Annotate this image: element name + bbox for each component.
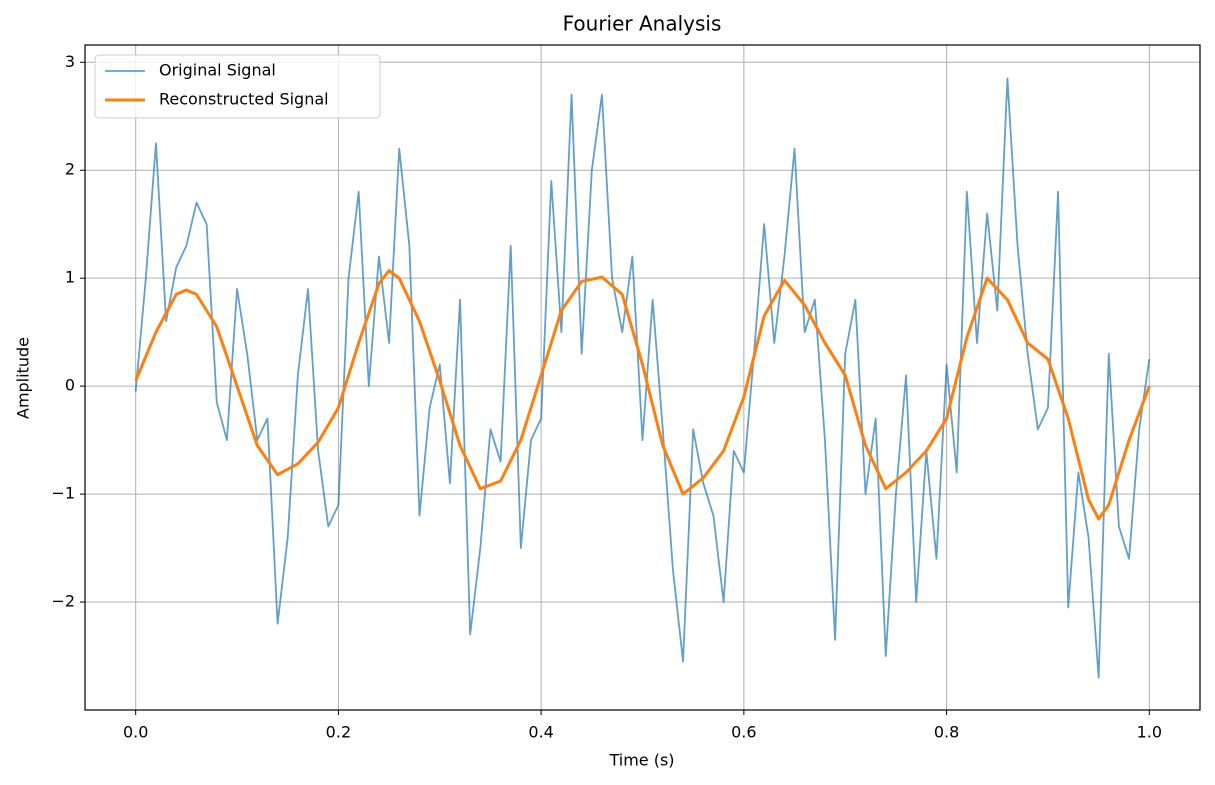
x-tick-label: 0.2: [326, 723, 351, 742]
legend-label: Reconstructed Signal: [159, 90, 329, 109]
x-tick-label: 0.8: [934, 723, 959, 742]
data-line: [134, 77, 1151, 679]
data-line: [134, 269, 1151, 521]
legend-label: Original Signal: [159, 61, 276, 80]
plot-frame: [84, 44, 1201, 711]
y-tick-label: 1: [65, 268, 75, 287]
x-axis-label: Time (s): [608, 751, 674, 770]
x-tick-label: 0.4: [528, 723, 553, 742]
x-tick-label: 0.6: [731, 723, 756, 742]
y-tick-label: −2: [51, 592, 75, 611]
y-tick-label: −1: [51, 484, 75, 503]
chart-title: Fourier Analysis: [563, 12, 722, 36]
y-tick-label: 0: [65, 376, 75, 395]
y-tick-label: 2: [65, 160, 75, 179]
x-tick-label: 1.0: [1137, 723, 1162, 742]
legend: Original Signal Reconstructed Signal: [94, 54, 381, 119]
x-tick-label: 0.0: [123, 723, 148, 742]
y-axis-label: Amplitude: [14, 337, 33, 419]
legend-box: [94, 54, 381, 119]
y-tick-label: 3: [65, 52, 75, 71]
